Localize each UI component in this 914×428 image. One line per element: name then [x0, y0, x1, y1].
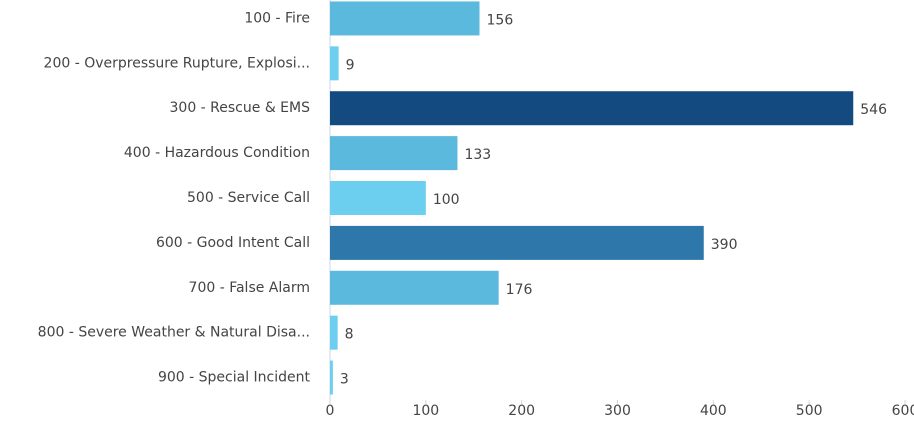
data-label: 176	[506, 282, 533, 298]
x-tick-label: 600	[892, 403, 914, 419]
y-tick-label: 500 - Service Call	[187, 190, 310, 206]
data-label: 9	[346, 57, 355, 73]
x-tick-label: 200	[508, 403, 535, 419]
y-tick-label: 100 - Fire	[244, 10, 310, 26]
y-tick-label: 200 - Overpressure Rupture, Explosi...	[44, 55, 310, 71]
bar	[330, 1, 480, 36]
y-tick-label: 600 - Good Intent Call	[156, 235, 310, 251]
x-tick-label: 100	[412, 403, 439, 419]
bar	[330, 136, 458, 171]
data-label: 390	[711, 237, 738, 253]
x-tick-label: 500	[796, 403, 823, 419]
y-tick-label: 800 - Severe Weather & Natural Disa...	[38, 325, 310, 341]
bar	[330, 315, 338, 350]
data-label: 3	[340, 372, 349, 388]
x-tick-label: 0	[326, 403, 335, 419]
data-label: 8	[345, 327, 354, 343]
y-tick-label: 400 - Hazardous Condition	[124, 145, 310, 161]
y-tick-label: 300 - Rescue & EMS	[170, 100, 311, 116]
bar	[330, 360, 333, 395]
x-tick-label: 300	[604, 403, 631, 419]
x-tick-label: 400	[700, 403, 727, 419]
bar	[330, 225, 704, 260]
bar	[330, 270, 499, 305]
y-tick-label: 900 - Special Incident	[158, 370, 311, 386]
data-label: 100	[433, 192, 460, 208]
bar	[330, 181, 426, 215]
bar	[330, 46, 339, 81]
y-tick-label: 700 - False Alarm	[189, 280, 310, 296]
bar	[330, 91, 854, 126]
data-label: 133	[464, 147, 491, 163]
data-label: 546	[860, 102, 887, 118]
data-label: 156	[487, 12, 514, 28]
